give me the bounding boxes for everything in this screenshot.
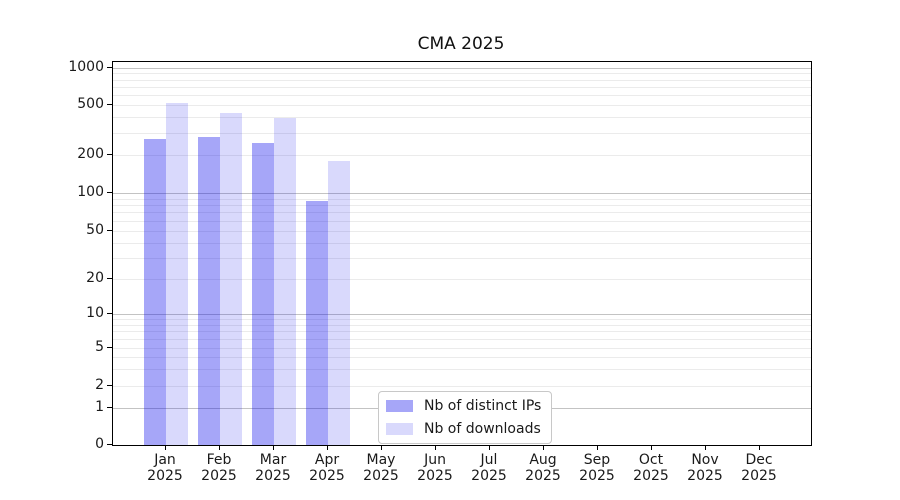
gridline <box>113 314 811 315</box>
y-tick <box>107 407 112 408</box>
gridline <box>113 117 811 119</box>
x-tick-label: Jul 2025 <box>471 452 507 484</box>
x-tick <box>435 445 436 450</box>
x-tick-label: Dec 2025 <box>741 452 777 484</box>
x-tick-label: Nov 2025 <box>687 452 723 484</box>
legend-label: Nb of distinct IPs <box>424 398 542 414</box>
gridline <box>113 220 811 222</box>
gridline <box>113 198 811 200</box>
y-tick-label: 100 <box>77 183 104 200</box>
chart-title: CMA 2025 <box>417 34 505 54</box>
legend-swatch-distinct-ips <box>386 400 413 412</box>
gridline <box>113 348 811 349</box>
y-tick <box>107 153 112 155</box>
gridline <box>113 192 811 194</box>
y-tick <box>107 230 112 231</box>
x-tick <box>705 445 706 450</box>
gridline <box>113 87 811 89</box>
x-tick-label: Mar 2025 <box>255 452 291 484</box>
y-tick <box>107 66 112 68</box>
y-tick-label: 1 <box>95 399 104 415</box>
x-tick-label: Feb 2025 <box>201 452 237 484</box>
plot-area <box>112 61 812 446</box>
bar-downloads <box>274 117 296 445</box>
x-tick-label: Sep 2025 <box>579 452 615 484</box>
x-tick-label: Jan 2025 <box>147 452 183 484</box>
x-tick-label: Oct 2025 <box>633 452 669 484</box>
x-tick <box>165 445 166 450</box>
x-tick-label: Apr 2025 <box>309 452 345 484</box>
y-tick <box>107 313 112 314</box>
legend: Nb of distinct IPs Nb of downloads <box>378 391 553 444</box>
bar-downloads <box>166 102 188 445</box>
gridline <box>113 231 811 232</box>
bar-downloads <box>220 113 242 445</box>
x-tick <box>759 445 760 450</box>
y-tick-label: 1000 <box>68 58 104 75</box>
y-tick-label: 50 <box>86 222 104 238</box>
gridline <box>113 339 811 341</box>
y-tick <box>107 385 112 386</box>
x-tick <box>597 445 598 450</box>
bar-distinct-ips <box>144 139 166 445</box>
gridline <box>113 67 811 69</box>
y-tick <box>107 278 112 279</box>
legend-item: Nb of downloads <box>386 421 541 437</box>
y-tick <box>107 347 112 348</box>
y-tick-label: 2 <box>95 377 104 393</box>
gridline <box>113 73 811 75</box>
x-tick-label: Aug 2025 <box>525 452 561 484</box>
gridline <box>113 279 811 280</box>
gridline <box>113 205 811 207</box>
y-tick-label: 10 <box>86 305 104 321</box>
y-tick <box>107 444 112 445</box>
legend-label: Nb of downloads <box>424 421 541 437</box>
y-tick-label: 20 <box>86 270 104 286</box>
x-tick <box>651 445 652 450</box>
gridline <box>113 79 811 81</box>
gridline <box>113 95 811 97</box>
gridline <box>113 132 811 134</box>
gridline <box>113 319 811 321</box>
x-tick <box>381 445 382 450</box>
gridline <box>113 105 811 107</box>
y-tick-label: 5 <box>95 339 104 355</box>
gridline <box>113 154 811 156</box>
gridline <box>113 242 811 244</box>
gridline <box>113 386 811 387</box>
x-tick-label: Jun 2025 <box>417 452 453 484</box>
x-tick <box>327 445 328 450</box>
y-tick-label: 200 <box>77 145 104 162</box>
bar-distinct-ips <box>306 201 328 445</box>
y-tick <box>107 191 112 193</box>
gridline <box>113 257 811 259</box>
y-tick-label: 0 <box>95 436 104 452</box>
bar-distinct-ips <box>252 142 274 445</box>
x-tick <box>489 445 490 450</box>
legend-item: Nb of distinct IPs <box>386 398 541 414</box>
gridline <box>113 357 811 359</box>
x-tick <box>219 445 220 450</box>
bar-distinct-ips <box>198 137 220 445</box>
y-tick-label: 500 <box>77 96 104 113</box>
gridline <box>113 324 811 326</box>
x-tick <box>273 445 274 450</box>
x-tick <box>543 445 544 450</box>
gridline <box>113 331 811 333</box>
y-tick <box>107 104 112 106</box>
gridline <box>113 369 811 371</box>
legend-swatch-downloads <box>386 423 413 435</box>
gridline <box>113 212 811 214</box>
bar-downloads <box>328 160 350 445</box>
x-tick-label: May 2025 <box>363 452 399 484</box>
